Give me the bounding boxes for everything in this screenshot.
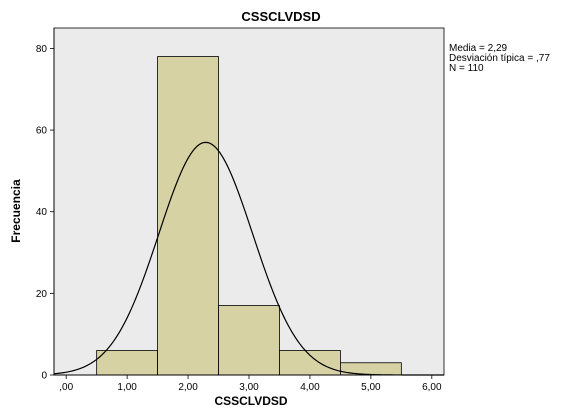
bars-group (96, 56, 402, 376)
histogram-bar (279, 350, 341, 376)
x-tick-label: 3,00 (239, 382, 259, 393)
y-tick-label: 40 (36, 207, 48, 218)
y-axis-title: Frecuencia (9, 179, 23, 243)
x-axis-title: CSSCLVDSD (214, 394, 287, 408)
stats-n: N = 110 (449, 63, 484, 74)
x-tick-label: 4,00 (300, 382, 320, 393)
chart-title: CSSCLVDSD (241, 9, 320, 24)
stats-sd: Desviación típica = ,77 (449, 53, 550, 64)
y-tick-label: 20 (36, 289, 48, 300)
y-tick-label: 80 (36, 44, 48, 55)
x-tick-label: 5,00 (361, 382, 381, 393)
stats-mean: Media = 2,29 (449, 43, 508, 54)
histogram-bar (96, 350, 158, 376)
y-tick-label: 0 (41, 371, 47, 382)
x-tick-label: ,00 (59, 382, 73, 393)
x-tick-label: 6,00 (422, 382, 442, 393)
histogram-bar (157, 56, 219, 376)
stats-box: Media = 2,29 Desviación típica = ,77 N =… (449, 43, 550, 74)
x-tick-label: 2,00 (178, 382, 198, 393)
ticks-group: ,00 1,00 2,00 3,00 4,00 5,00 6,00 0 20 40 60 80 (36, 44, 442, 393)
x-tick-label: 1,00 (117, 382, 137, 393)
histogram-bar (218, 305, 280, 376)
y-tick-label: 60 (36, 126, 48, 137)
